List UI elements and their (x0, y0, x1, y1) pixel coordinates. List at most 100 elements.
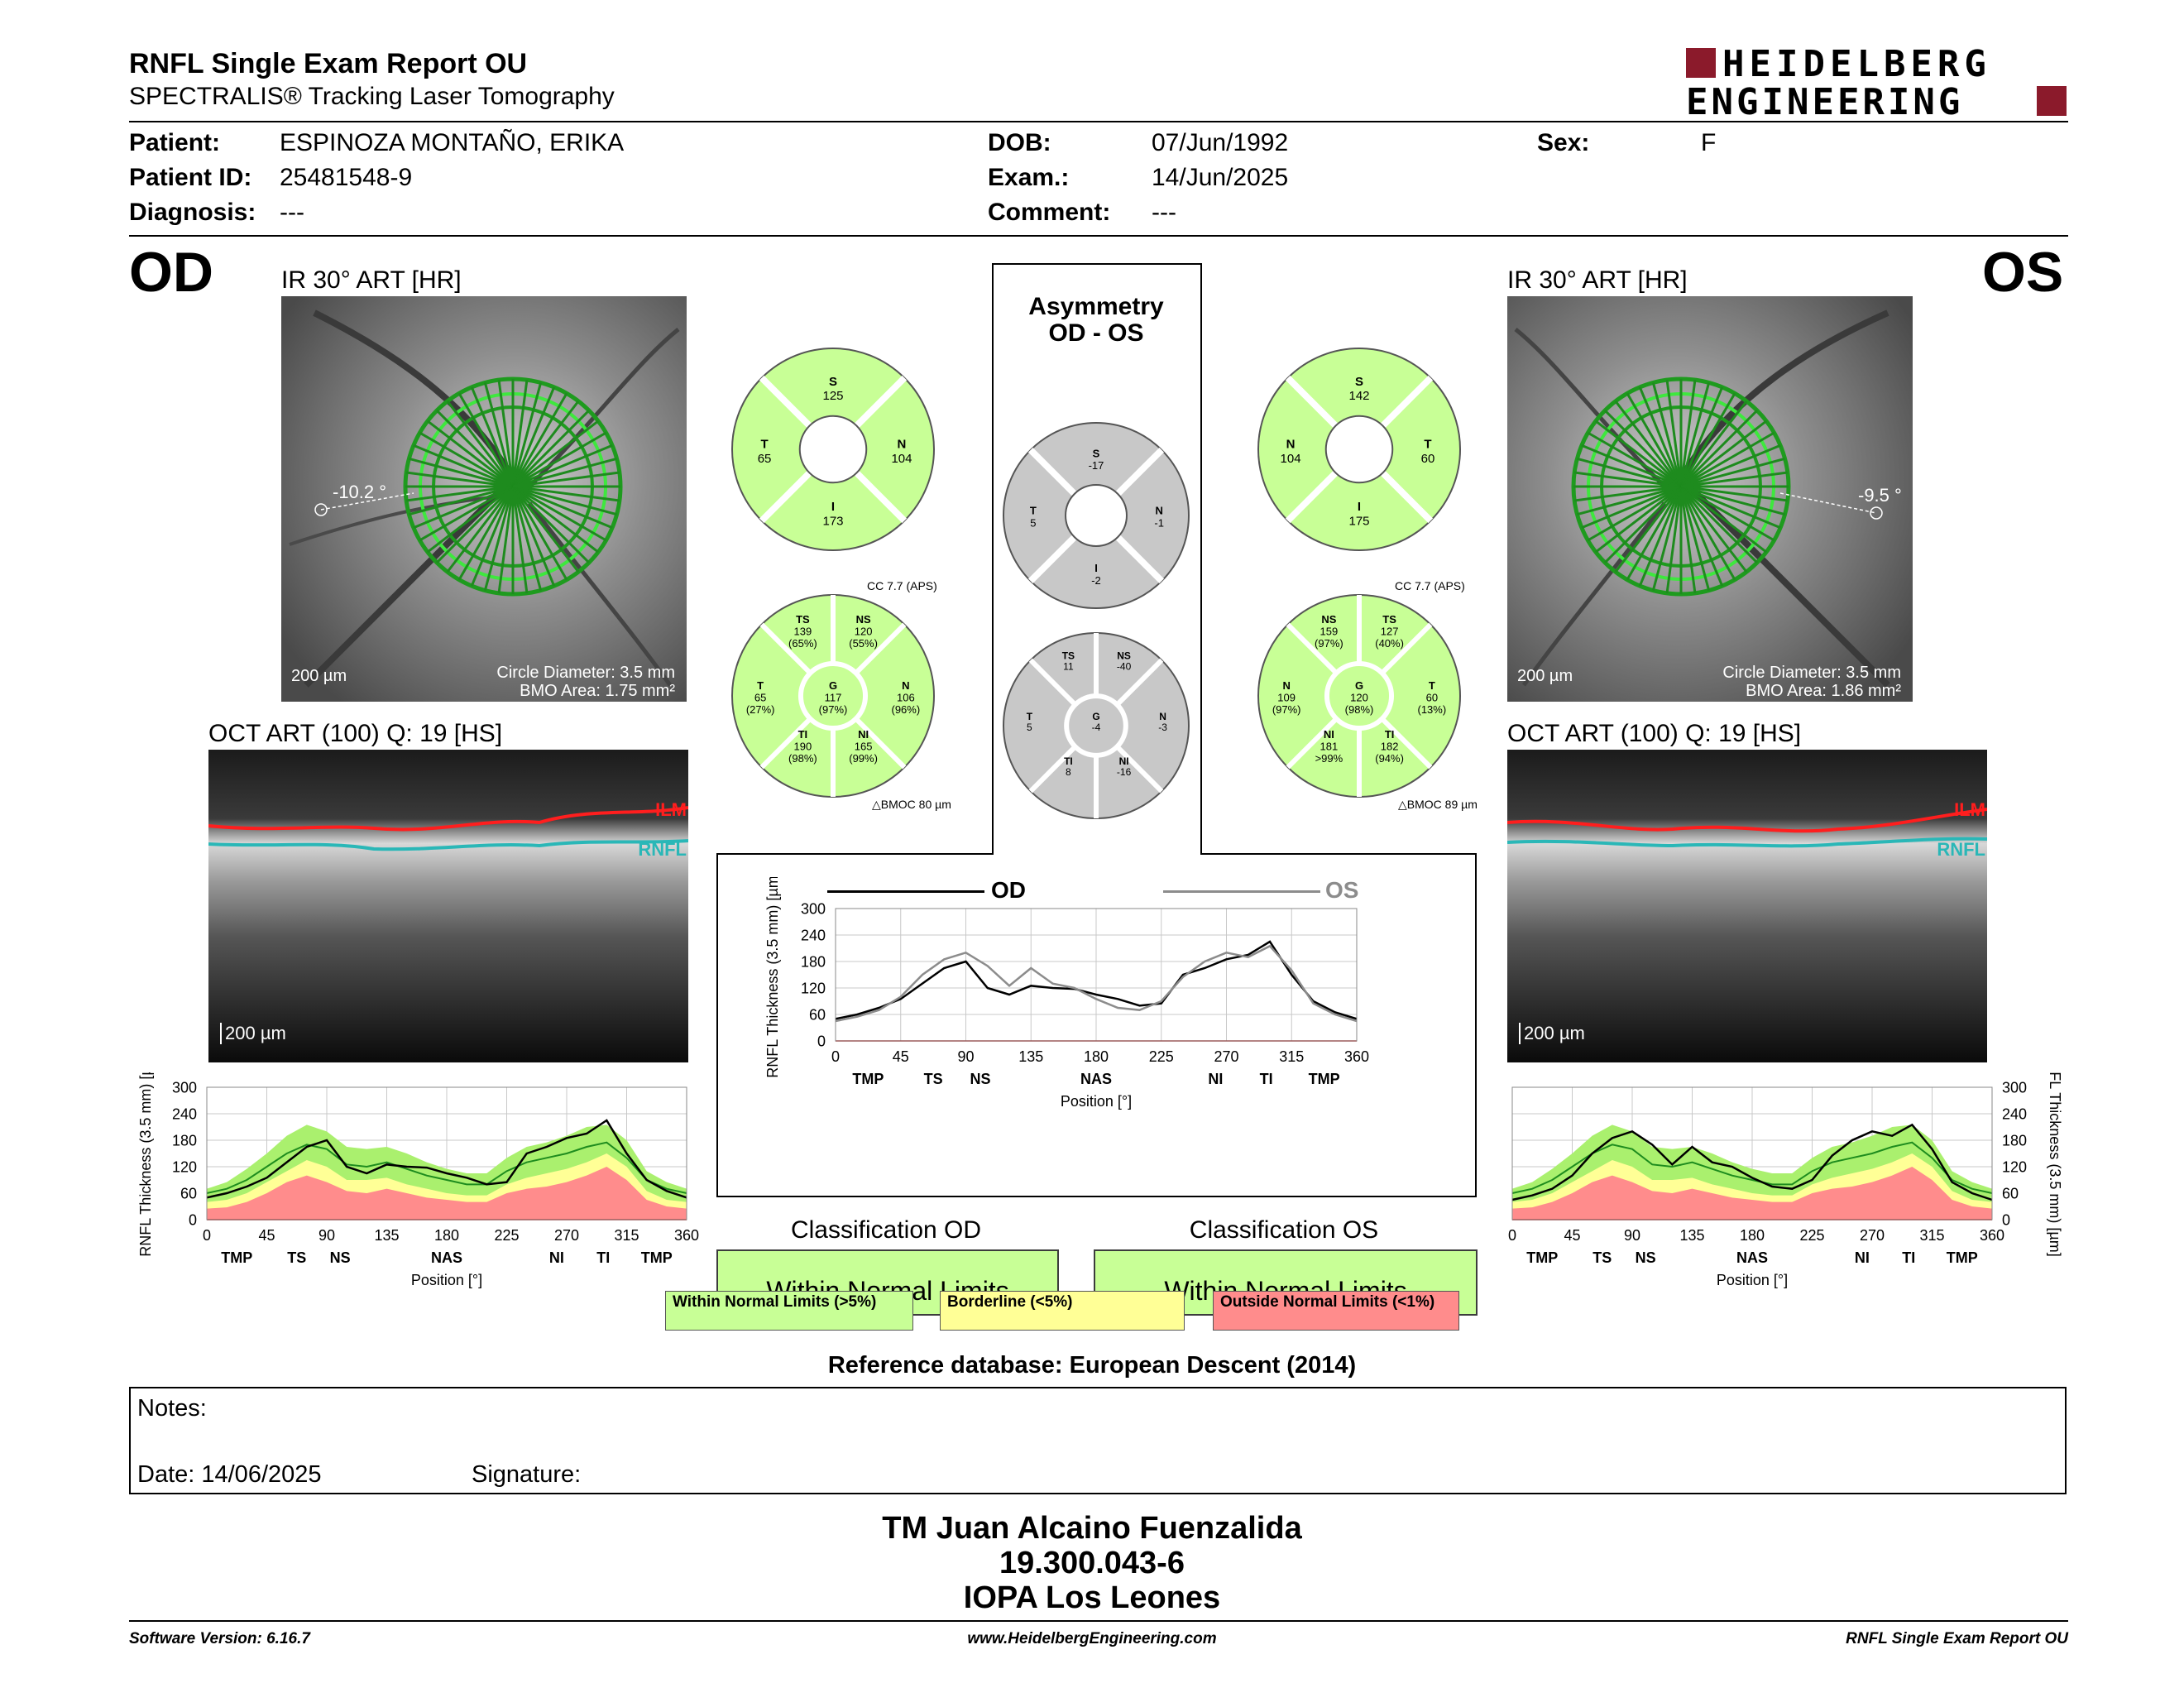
sector-axis-label: TI (1902, 1249, 1915, 1266)
asymmetry-subtitle: OD - OS (1048, 319, 1144, 347)
x-tick-label: 270 (1214, 1048, 1238, 1065)
x-tick-label: 180 (1740, 1227, 1765, 1244)
scan-spoke (511, 382, 543, 487)
patient-id-label: Patient ID: (129, 164, 252, 191)
y-axis-label: RNFL Thickness (3.5 mm) [µm] (2047, 1072, 2063, 1257)
scan-spoke (511, 486, 556, 587)
x-axis-label: Position [°] (1061, 1093, 1132, 1110)
x-tick-label: 45 (893, 1048, 909, 1065)
sector-axis-label: NAS (1736, 1249, 1768, 1266)
od-circle-diameter: Circle Diameter: 3.5 mm (496, 664, 675, 682)
diagnosis-label: Diagnosis: (129, 199, 256, 226)
od-fundus-graphic (281, 296, 687, 702)
series-line-od (835, 940, 1358, 1020)
scan-spoke (1680, 485, 1781, 530)
x-tick-label: 0 (831, 1048, 840, 1065)
sector-axis-label: TMP (852, 1071, 884, 1087)
quadrant-value-n: -1 (1154, 517, 1164, 530)
sector-value-n: -3 (1158, 722, 1167, 733)
scan-spoke (1665, 486, 1683, 594)
sector-axis-label: TI (1260, 1071, 1273, 1087)
legend-within-normal: Within Normal Limits (>5%) (665, 1291, 913, 1331)
scan-spoke (512, 485, 613, 530)
x-tick-label: 360 (1980, 1227, 2004, 1244)
sector-divider (1380, 622, 1433, 675)
sector-divider (759, 717, 812, 770)
quadrant-value-s: 125 (822, 389, 843, 403)
sector-percent-n: (97%) (1272, 703, 1301, 716)
scan-spoke (1679, 382, 1711, 487)
scan-spoke (1680, 485, 1768, 554)
scan-spoke (1665, 379, 1683, 487)
sector-divider (1286, 717, 1339, 770)
sector-axis-label: TMP (221, 1249, 252, 1266)
sector-axis-label: NS (1636, 1249, 1656, 1266)
x-tick-label: 90 (1624, 1227, 1640, 1244)
scan-spoke (1626, 486, 1683, 581)
sector-percent-ns: (55%) (849, 637, 878, 650)
od-legend-line (827, 890, 984, 893)
y-tick-label: 300 (801, 900, 826, 917)
scan-spoke (512, 420, 600, 488)
quadrant-value-t: 60 (1421, 452, 1435, 466)
notes-box[interactable]: Notes: Date: 14/06/2025 Signature: (129, 1387, 2067, 1494)
sector-value-t: 60 (1426, 692, 1438, 704)
sector-value-ni: 181 (1320, 741, 1339, 753)
operator-name: TM Juan Alcaino Fuenzalida (882, 1511, 1302, 1546)
sector-label-ns: NS (1321, 613, 1336, 626)
scan-spoke (413, 444, 514, 488)
notes-date: Date: 14/06/2025 (137, 1461, 322, 1488)
sector-value-ti: 190 (794, 741, 812, 753)
od-angle: -10.2 ° (333, 482, 387, 502)
os-rnfl-label: RNFL (1937, 839, 1985, 860)
sector-divider (1286, 622, 1339, 675)
x-tick-label: 45 (258, 1227, 275, 1244)
sector-label-ti: TI (798, 728, 808, 741)
comment-value: --- (1152, 199, 1176, 226)
sector-percent-ts: (40%) (1375, 637, 1404, 650)
os-legend-line (1163, 890, 1320, 893)
x-tick-label: 45 (1564, 1227, 1580, 1244)
y-axis-label: RNFL Thickness (3.5 mm) [µm] (137, 1072, 154, 1257)
sector-value-ti: 8 (1066, 766, 1071, 778)
x-axis-label: Position [°] (1717, 1272, 1788, 1288)
scan-spoke (512, 431, 607, 488)
scan-spoke (511, 400, 580, 487)
sector-value-ni: -16 (1117, 766, 1132, 778)
x-tick-label: 270 (554, 1227, 579, 1244)
sector-value-ns: 159 (1320, 625, 1339, 637)
quadrant-value-n: 104 (891, 452, 912, 466)
report-title: RNFL Single Exam Report OU (129, 48, 528, 79)
sector-value-t: 65 (754, 692, 766, 704)
asymmetry-frame (716, 263, 1477, 1197)
x-tick-label: 315 (614, 1227, 639, 1244)
y-tick-label: 0 (2002, 1211, 2010, 1228)
scan-spoke (419, 485, 514, 542)
sector-pie-center (797, 660, 869, 731)
scan-spoke (1581, 444, 1682, 488)
scan-spoke (511, 486, 529, 594)
scan-spoke (1638, 386, 1683, 487)
sector-label-n: N (1159, 711, 1166, 722)
sector-percent-ni: (99%) (849, 752, 878, 765)
scan-spoke (1638, 486, 1683, 587)
sector-value-ns: -40 (1117, 661, 1132, 673)
sector-value-t: 5 (1027, 722, 1032, 733)
dob-label: DOB: (988, 129, 1051, 156)
os-oct-scale: 200 µm (1519, 1023, 1585, 1044)
x-tick-label: 135 (374, 1227, 399, 1244)
report-subtitle: SPECTRALIS® Tracking Laser Tomography (129, 83, 615, 110)
scan-spoke (1679, 486, 1711, 591)
operator-id: 19.300.043-6 (999, 1546, 1185, 1580)
series-line-os (1511, 1123, 1993, 1201)
sector-axis-label: NI (1208, 1071, 1223, 1087)
footer-report: RNFL Single Exam Report OU (1846, 1630, 2068, 1647)
footer-url[interactable]: www.HeidelbergEngineering.com (967, 1630, 1217, 1647)
scan-spoke (446, 486, 515, 573)
exam-label: Exam.: (988, 164, 1070, 191)
sector-divider (1028, 658, 1077, 707)
